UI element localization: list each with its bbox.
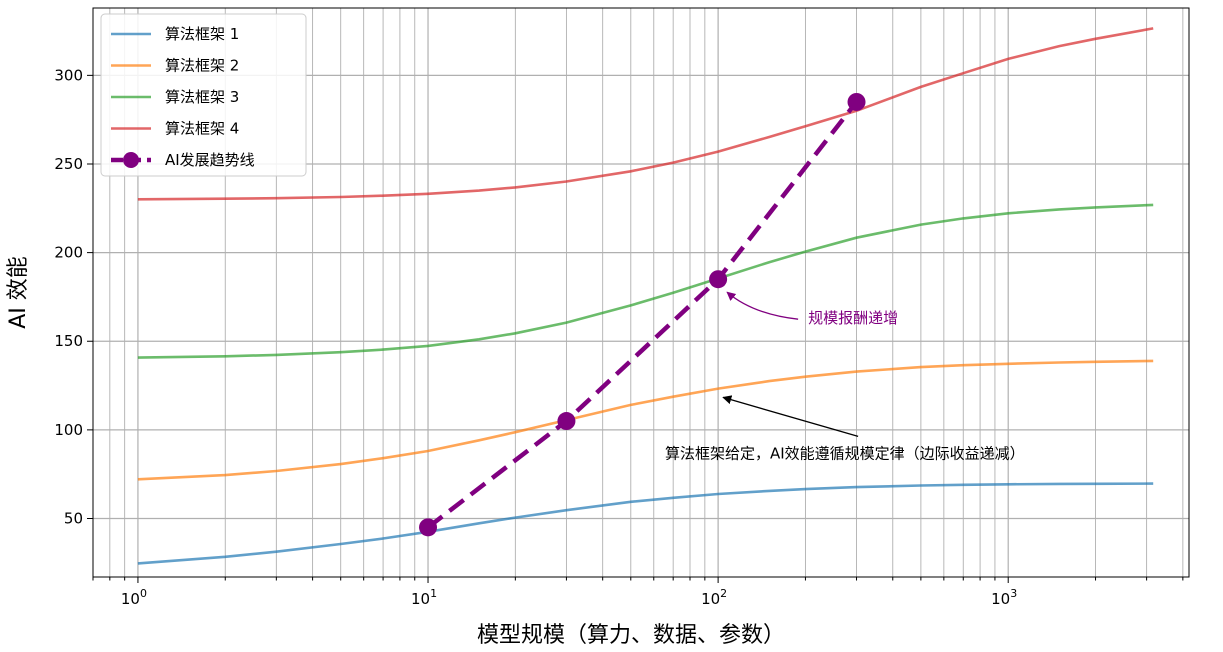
- series-group: [137, 27, 1154, 565]
- series-line-1: [137, 482, 1154, 565]
- x-tick-label: 101: [411, 587, 437, 608]
- legend-box: [100, 13, 307, 177]
- x-tick-label: 102: [701, 587, 727, 608]
- axes: 100 101 102 103 50 100 150 200 250 300: [54, 66, 1184, 608]
- annotation-increasing-returns: 规模报酬递增: [808, 309, 898, 327]
- legend-label: 算法框架 2: [165, 57, 239, 75]
- y-tick-label: 250: [54, 155, 83, 173]
- legend-label: 算法框架 4: [165, 120, 239, 138]
- x-axis-title: 模型规模（算力、数据、参数）: [477, 623, 785, 648]
- annotation-diminishing-returns: 算法框架给定，AI效能遵循规模定律（边际收益递减）: [665, 444, 1025, 462]
- trend-marker: [847, 92, 866, 111]
- y-tick-label: 150: [54, 332, 83, 350]
- x-tick-label: 100: [121, 587, 147, 608]
- legend: 算法框架 1 算法框架 2 算法框架 3 算法框架 4 AI发展趋势线: [100, 13, 307, 177]
- series-line-4: [137, 27, 1154, 201]
- annotation-arrow: [726, 291, 799, 320]
- legend-label: AI发展趋势线: [165, 151, 255, 169]
- x-tick-label: 103: [991, 587, 1017, 608]
- series-line-2: [137, 359, 1154, 481]
- trend-line: [426, 100, 859, 530]
- y-tick-label: 100: [54, 421, 83, 439]
- y-tick-label: 50: [64, 510, 83, 528]
- annotations: 规模报酬递增 算法框架给定，AI效能遵循规模定律（边际收益递减）: [665, 291, 1025, 462]
- trend-marker: [557, 412, 576, 431]
- annotation-arrow: [722, 395, 859, 438]
- trend-marker: [419, 518, 438, 537]
- y-tick-label: 200: [54, 244, 83, 262]
- legend-marker: [123, 152, 139, 168]
- legend-label: 算法框架 3: [165, 88, 239, 106]
- plot-frame: [92, 7, 1190, 578]
- y-axis-title: AI 效能: [6, 256, 31, 329]
- legend-label: 算法框架 1: [165, 25, 239, 43]
- series-line-3: [137, 203, 1154, 359]
- y-tick-label: 300: [54, 66, 83, 84]
- trend-marker: [709, 270, 728, 289]
